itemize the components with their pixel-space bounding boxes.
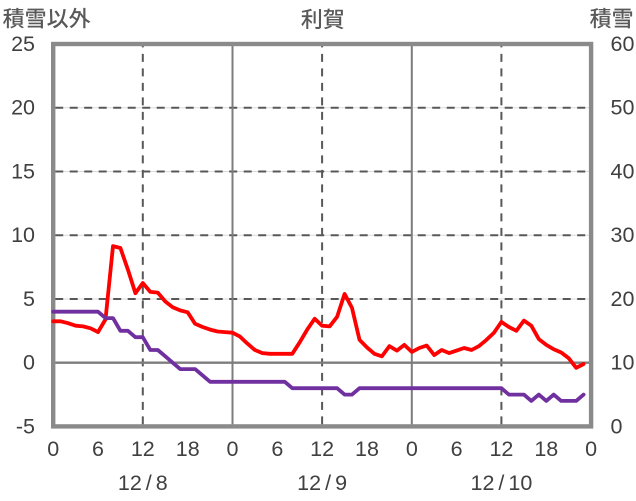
svg-text:6: 6 <box>451 437 463 461</box>
svg-text:50: 50 <box>611 96 635 120</box>
svg-text:6: 6 <box>271 437 283 461</box>
svg-text:10: 10 <box>611 351 635 375</box>
svg-text:12: 12 <box>489 437 513 461</box>
svg-text:6: 6 <box>92 437 104 461</box>
svg-text:0: 0 <box>23 351 35 375</box>
svg-text:5: 5 <box>23 287 35 311</box>
svg-text:20: 20 <box>611 287 635 311</box>
svg-text:18: 18 <box>176 437 200 461</box>
svg-text:15: 15 <box>11 159 35 183</box>
svg-text:25: 25 <box>11 32 35 56</box>
svg-text:0: 0 <box>406 437 418 461</box>
svg-text:0: 0 <box>585 437 597 461</box>
svg-text:20: 20 <box>11 96 35 120</box>
svg-text:40: 40 <box>611 159 635 183</box>
svg-text:0: 0 <box>227 437 239 461</box>
svg-text:12: 12 <box>310 437 334 461</box>
svg-text:10: 10 <box>11 223 35 247</box>
svg-text:0: 0 <box>47 437 59 461</box>
svg-text:12: 12 <box>131 437 155 461</box>
svg-text:-5: -5 <box>16 414 35 438</box>
svg-text:0: 0 <box>611 414 623 438</box>
svg-text:60: 60 <box>611 32 635 56</box>
svg-text:12/10: 12/10 <box>470 471 532 495</box>
svg-text:18: 18 <box>534 437 558 461</box>
svg-text:30: 30 <box>611 223 635 247</box>
svg-text:18: 18 <box>355 437 379 461</box>
